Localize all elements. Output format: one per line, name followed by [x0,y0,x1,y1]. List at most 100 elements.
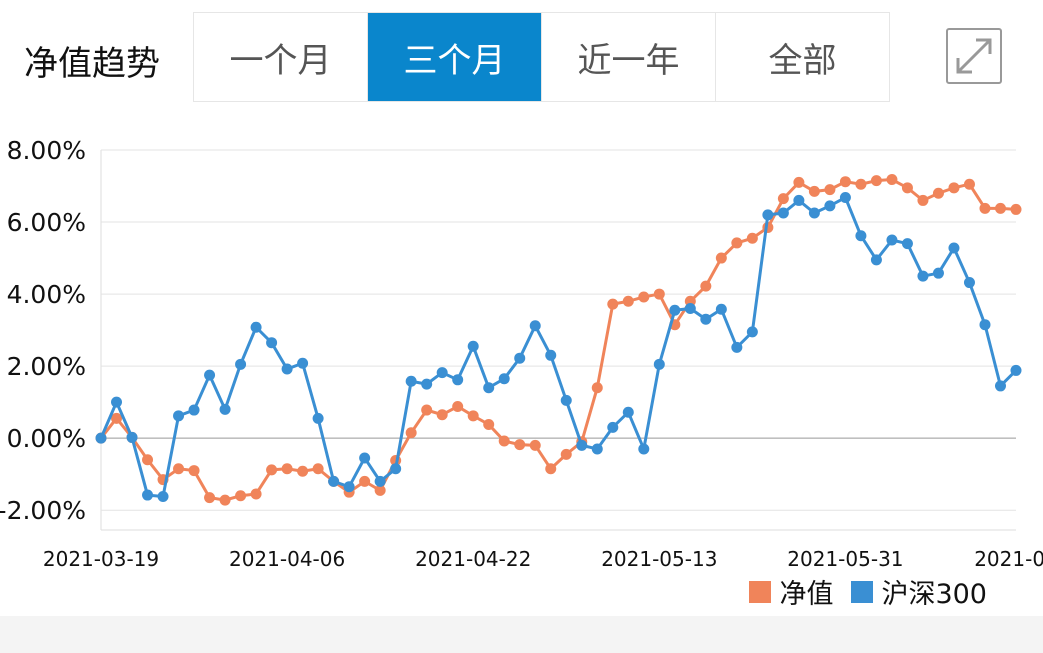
data-point-0 [994,202,1006,214]
data-point-1 [808,207,820,219]
data-point-1 [979,319,991,331]
data-point-1 [731,341,743,353]
x-tick-label: 2021-04-06 [229,547,345,570]
tab-one-year[interactable]: 近一年 [542,13,716,101]
data-point-1 [498,373,510,385]
data-point-0 [560,448,572,460]
tab-one-month[interactable]: 一个月 [194,13,368,101]
data-point-1 [111,396,123,408]
data-point-1 [669,304,681,316]
legend-item-hs300[interactable]: 沪深300 [851,572,987,611]
data-point-1 [421,378,433,390]
data-point-1 [886,234,898,246]
data-point-0 [514,439,526,451]
data-point-1 [142,489,154,501]
series-line-0 [99,178,1017,502]
data-point-1 [700,313,712,325]
data-point-0 [793,176,805,188]
tab-all[interactable]: 全部 [768,40,837,81]
data-point-1 [126,431,138,443]
data-point-1 [684,302,696,314]
series-line-1 [99,195,1018,499]
data-point-0 [467,410,479,422]
tab-three-months[interactable]: 三个月 [368,13,542,101]
data-point-1 [793,194,805,206]
x-tick-label: 2021-06 [974,547,1043,570]
data-point-0 [622,295,634,307]
data-point-0 [529,439,541,451]
data-point-0 [979,202,991,214]
data-point-1 [917,270,929,282]
data-point-1 [607,421,619,433]
data-point-1 [591,443,603,455]
data-point-1 [560,394,572,406]
footer-bar [0,616,1043,653]
data-point-1 [839,192,851,204]
data-point-0 [607,298,619,310]
data-point-1 [622,406,634,418]
data-point-0 [452,400,464,412]
data-point-1 [188,404,200,416]
y-tick-label: 6.00% [7,208,86,237]
data-point-0 [777,193,789,205]
data-point-0 [142,454,154,466]
data-point-1 [901,238,913,250]
y-tick-label: 8.00% [7,136,86,165]
data-point-1 [359,452,371,464]
data-point-0 [870,175,882,187]
data-point-0 [188,465,200,477]
data-point-1 [514,352,526,364]
data-point-0 [374,484,386,496]
data-point-0 [808,185,820,197]
legend: 净值 沪深300 [749,572,987,611]
data-point-0 [405,427,417,439]
data-point-1 [374,475,386,487]
data-point-1 [405,375,417,387]
data-point-1 [204,369,216,381]
data-point-0 [700,280,712,292]
legend-label: 净值 [779,579,834,610]
data-point-1 [948,242,960,254]
data-point-1 [95,432,107,444]
data-point-1 [932,267,944,279]
data-point-0 [173,463,185,475]
data-point-0 [731,237,743,249]
data-point-0 [824,184,836,196]
data-point-1 [855,230,867,242]
data-point-0 [421,404,433,416]
data-point-0 [111,412,123,424]
legend-label: 沪深300 [881,579,987,610]
data-point-0 [839,176,851,188]
data-point-1 [529,320,541,332]
data-point-0 [715,252,727,264]
data-point-1 [266,337,278,349]
data-point-0 [498,435,510,447]
legend-swatch [851,580,874,603]
data-point-0 [963,178,975,190]
data-point-0 [483,418,495,430]
data-point-0 [436,409,448,421]
x-tick-label: 2021-05-31 [787,547,903,570]
data-point-0 [948,182,960,194]
data-point-1 [281,363,293,375]
data-point-1 [1010,364,1022,376]
data-point-1 [328,475,340,487]
y-tick-label: 4.00% [7,280,86,309]
data-point-1 [390,463,402,475]
data-point-0 [855,178,867,190]
data-point-0 [932,187,944,199]
data-point-1 [467,340,479,352]
legend-item-nav[interactable]: 净值 [749,572,833,611]
data-point-1 [746,326,758,338]
data-point-1 [870,254,882,266]
data-point-1 [777,207,789,219]
data-point-0 [638,291,650,303]
data-point-0 [886,174,898,186]
data-point-1 [824,200,836,212]
x-tick-label: 2021-05-13 [601,547,717,570]
data-point-1 [715,303,727,315]
data-point-0 [219,494,231,506]
expand-button[interactable] [946,28,1002,84]
data-point-1 [483,382,495,394]
data-point-1 [638,443,650,455]
